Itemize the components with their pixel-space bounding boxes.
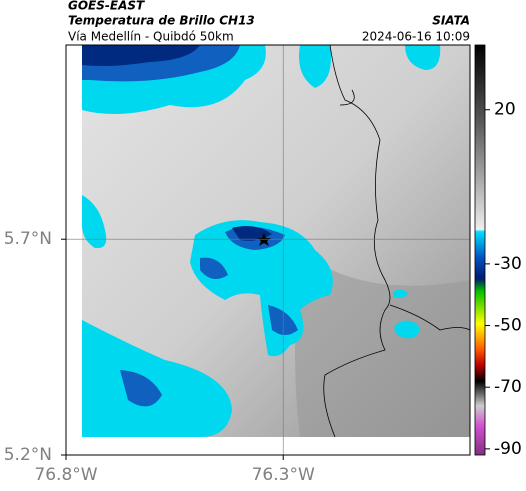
subtitle: Vía Medellín - Quibdó 50km [68, 30, 234, 44]
colorbar [474, 44, 486, 456]
title: Temperatura de Brillo CH13 [68, 14, 255, 28]
colorbar-tick-label: -30 [494, 254, 522, 274]
colorbar-tick-label: -50 [494, 316, 522, 336]
x-tick-label: 76.3°W [252, 465, 315, 485]
colorbar-tick-label: -90 [494, 439, 522, 459]
source: GOES-EAST [68, 0, 145, 13]
datetime: 2024-06-16 10:09 [362, 30, 470, 44]
y-tick-label: 5.2°N [4, 445, 52, 465]
x-tick-label: 76.8°W [34, 465, 97, 485]
map-area [65, 44, 471, 456]
colorbar-tick-label: 20 [494, 100, 516, 120]
y-tick-label: 5.7°N [4, 229, 52, 249]
agency: SIATA [432, 14, 470, 28]
colorbar-tick-label: -70 [494, 377, 522, 397]
